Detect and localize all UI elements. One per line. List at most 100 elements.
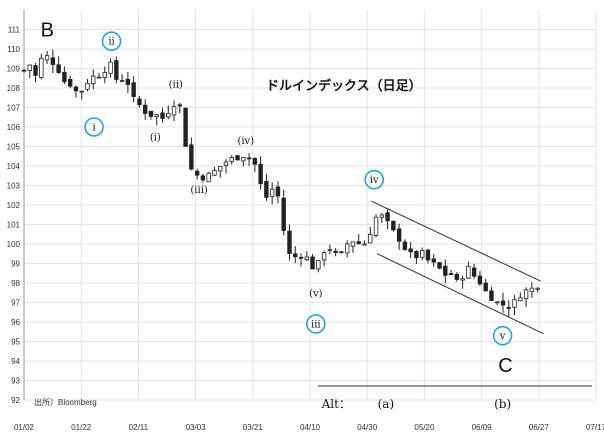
x-tick-label: 06/09: [472, 423, 493, 432]
candle-body: [512, 299, 517, 308]
y-axis-ticks: 92 93 94 95 96 97 98 99 100 101 102 103 104 105 106 107…: [7, 26, 21, 406]
candle-body: [523, 289, 529, 299]
y-tick-label: 100: [7, 240, 21, 249]
candle-body: [298, 256, 304, 259]
candle-body: [108, 61, 113, 74]
candle-body: [431, 258, 436, 263]
candle-body: [154, 114, 159, 118]
wave-label: (ii): [169, 80, 183, 91]
candle-body: [223, 161, 229, 166]
candle-body: [148, 110, 154, 117]
candle-body: [471, 267, 477, 277]
alt-label: Alt：: [321, 397, 351, 411]
candle-body: [27, 64, 32, 71]
candle-body: [518, 297, 523, 302]
candle-body: [443, 265, 448, 276]
candle-body: [246, 157, 252, 160]
candle-body: [437, 262, 442, 269]
candle-body: [79, 90, 84, 93]
candle-body: [293, 253, 298, 258]
candles: [21, 49, 540, 318]
wave-label: ii: [108, 37, 114, 48]
candle-body: [304, 256, 309, 260]
candle-body: [344, 243, 350, 254]
candle-body: [67, 79, 73, 87]
x-tick-label: 01/02: [14, 423, 35, 432]
candle-body: [264, 180, 269, 198]
candle-body: [489, 290, 494, 301]
wave-label: (v): [309, 288, 323, 299]
y-tick-label: 111: [8, 26, 21, 35]
candle-body: [316, 260, 321, 270]
candle-body: [50, 57, 56, 65]
candle-body: [506, 307, 511, 309]
x-tick-label: 04/30: [357, 423, 378, 432]
candle-body: [171, 106, 177, 116]
channel-lines: [371, 200, 544, 335]
candle-body: [460, 278, 465, 281]
candle-body: [275, 186, 281, 197]
candle-body: [131, 82, 136, 97]
candle-body: [21, 69, 27, 72]
candle-body: [241, 156, 246, 162]
candle-body: [402, 241, 408, 250]
candle-body: [356, 241, 361, 245]
alt-labels: Alt： (a) (b): [321, 397, 512, 411]
candle-body: [102, 72, 107, 78]
candle-body: [408, 248, 413, 253]
candle-body: [339, 251, 344, 254]
x-tick-label: 03/21: [243, 423, 264, 432]
candle-body: [91, 75, 96, 85]
candle-body: [454, 273, 460, 280]
candle-body: [166, 112, 171, 118]
candle-body: [194, 170, 200, 176]
candle-body: [177, 104, 183, 107]
candle-body: [160, 112, 165, 119]
y-tick-label: 94: [11, 357, 20, 366]
candle-body: [212, 170, 217, 176]
grid-lines: [23, 10, 597, 401]
candle-body: [483, 282, 488, 292]
x-tick-label: 04/10: [300, 423, 321, 432]
wave-circle: [492, 325, 513, 346]
candle-body: [529, 287, 535, 293]
candle-body: [39, 57, 44, 78]
candle-body: [137, 98, 142, 106]
candle-body: [218, 166, 223, 172]
y-tick-label: 106: [7, 123, 21, 132]
candle-body: [327, 249, 333, 252]
candle-body: [125, 78, 131, 85]
candle-body: [62, 71, 67, 83]
wave-label: (iv): [237, 136, 254, 147]
candle-body: [425, 249, 431, 261]
wave-label: (iii): [190, 185, 207, 196]
y-tick-label: 110: [7, 45, 20, 54]
y-tick-label: 96: [11, 318, 20, 327]
y-tick-label: 105: [7, 143, 21, 152]
candle-body: [368, 233, 373, 244]
x-axis-ticks: 01/02 01/22 02/11 03/03 03/21 04/10 04/30 05/20…: [14, 423, 604, 432]
candle-body: [33, 65, 38, 76]
y-tick-label: 92: [11, 396, 20, 405]
candle-body: [252, 157, 258, 165]
candle-body: [414, 251, 419, 259]
candle-body: [235, 155, 240, 161]
y-tick-label: 103: [7, 182, 21, 191]
y-tick-label: 102: [7, 201, 21, 210]
candle-body: [477, 275, 483, 285]
wave-label-major: C: [498, 355, 512, 377]
wave-label-major: B: [41, 20, 54, 42]
candle-body: [333, 250, 338, 254]
candle-body: [85, 82, 90, 90]
candle-body: [189, 144, 194, 170]
y-tick-label: 99: [11, 260, 20, 269]
candle-body: [500, 300, 506, 306]
candle-body: [362, 243, 367, 246]
candle-body: [269, 188, 275, 197]
y-tick-label: 109: [7, 65, 21, 74]
source-note: 出所）Bloomberg: [34, 397, 97, 407]
candle-body: [281, 197, 286, 231]
y-tick-label: 107: [7, 104, 21, 113]
